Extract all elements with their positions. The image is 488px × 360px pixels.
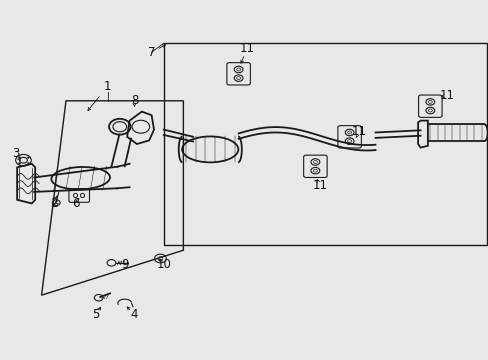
Text: 5: 5	[91, 309, 99, 321]
Text: 8: 8	[130, 94, 138, 107]
Text: 6: 6	[72, 197, 80, 210]
Text: 3: 3	[12, 147, 20, 159]
Text: 9: 9	[121, 258, 128, 271]
Text: 7: 7	[147, 46, 155, 59]
Text: 11: 11	[312, 179, 327, 192]
Text: 2: 2	[50, 197, 58, 210]
Text: 10: 10	[156, 258, 171, 271]
Text: 11: 11	[239, 42, 254, 55]
Text: 11: 11	[351, 125, 366, 138]
Bar	[163, 43, 486, 245]
Text: 1: 1	[103, 80, 111, 93]
Text: 4: 4	[130, 309, 138, 321]
Text: 11: 11	[439, 89, 454, 102]
